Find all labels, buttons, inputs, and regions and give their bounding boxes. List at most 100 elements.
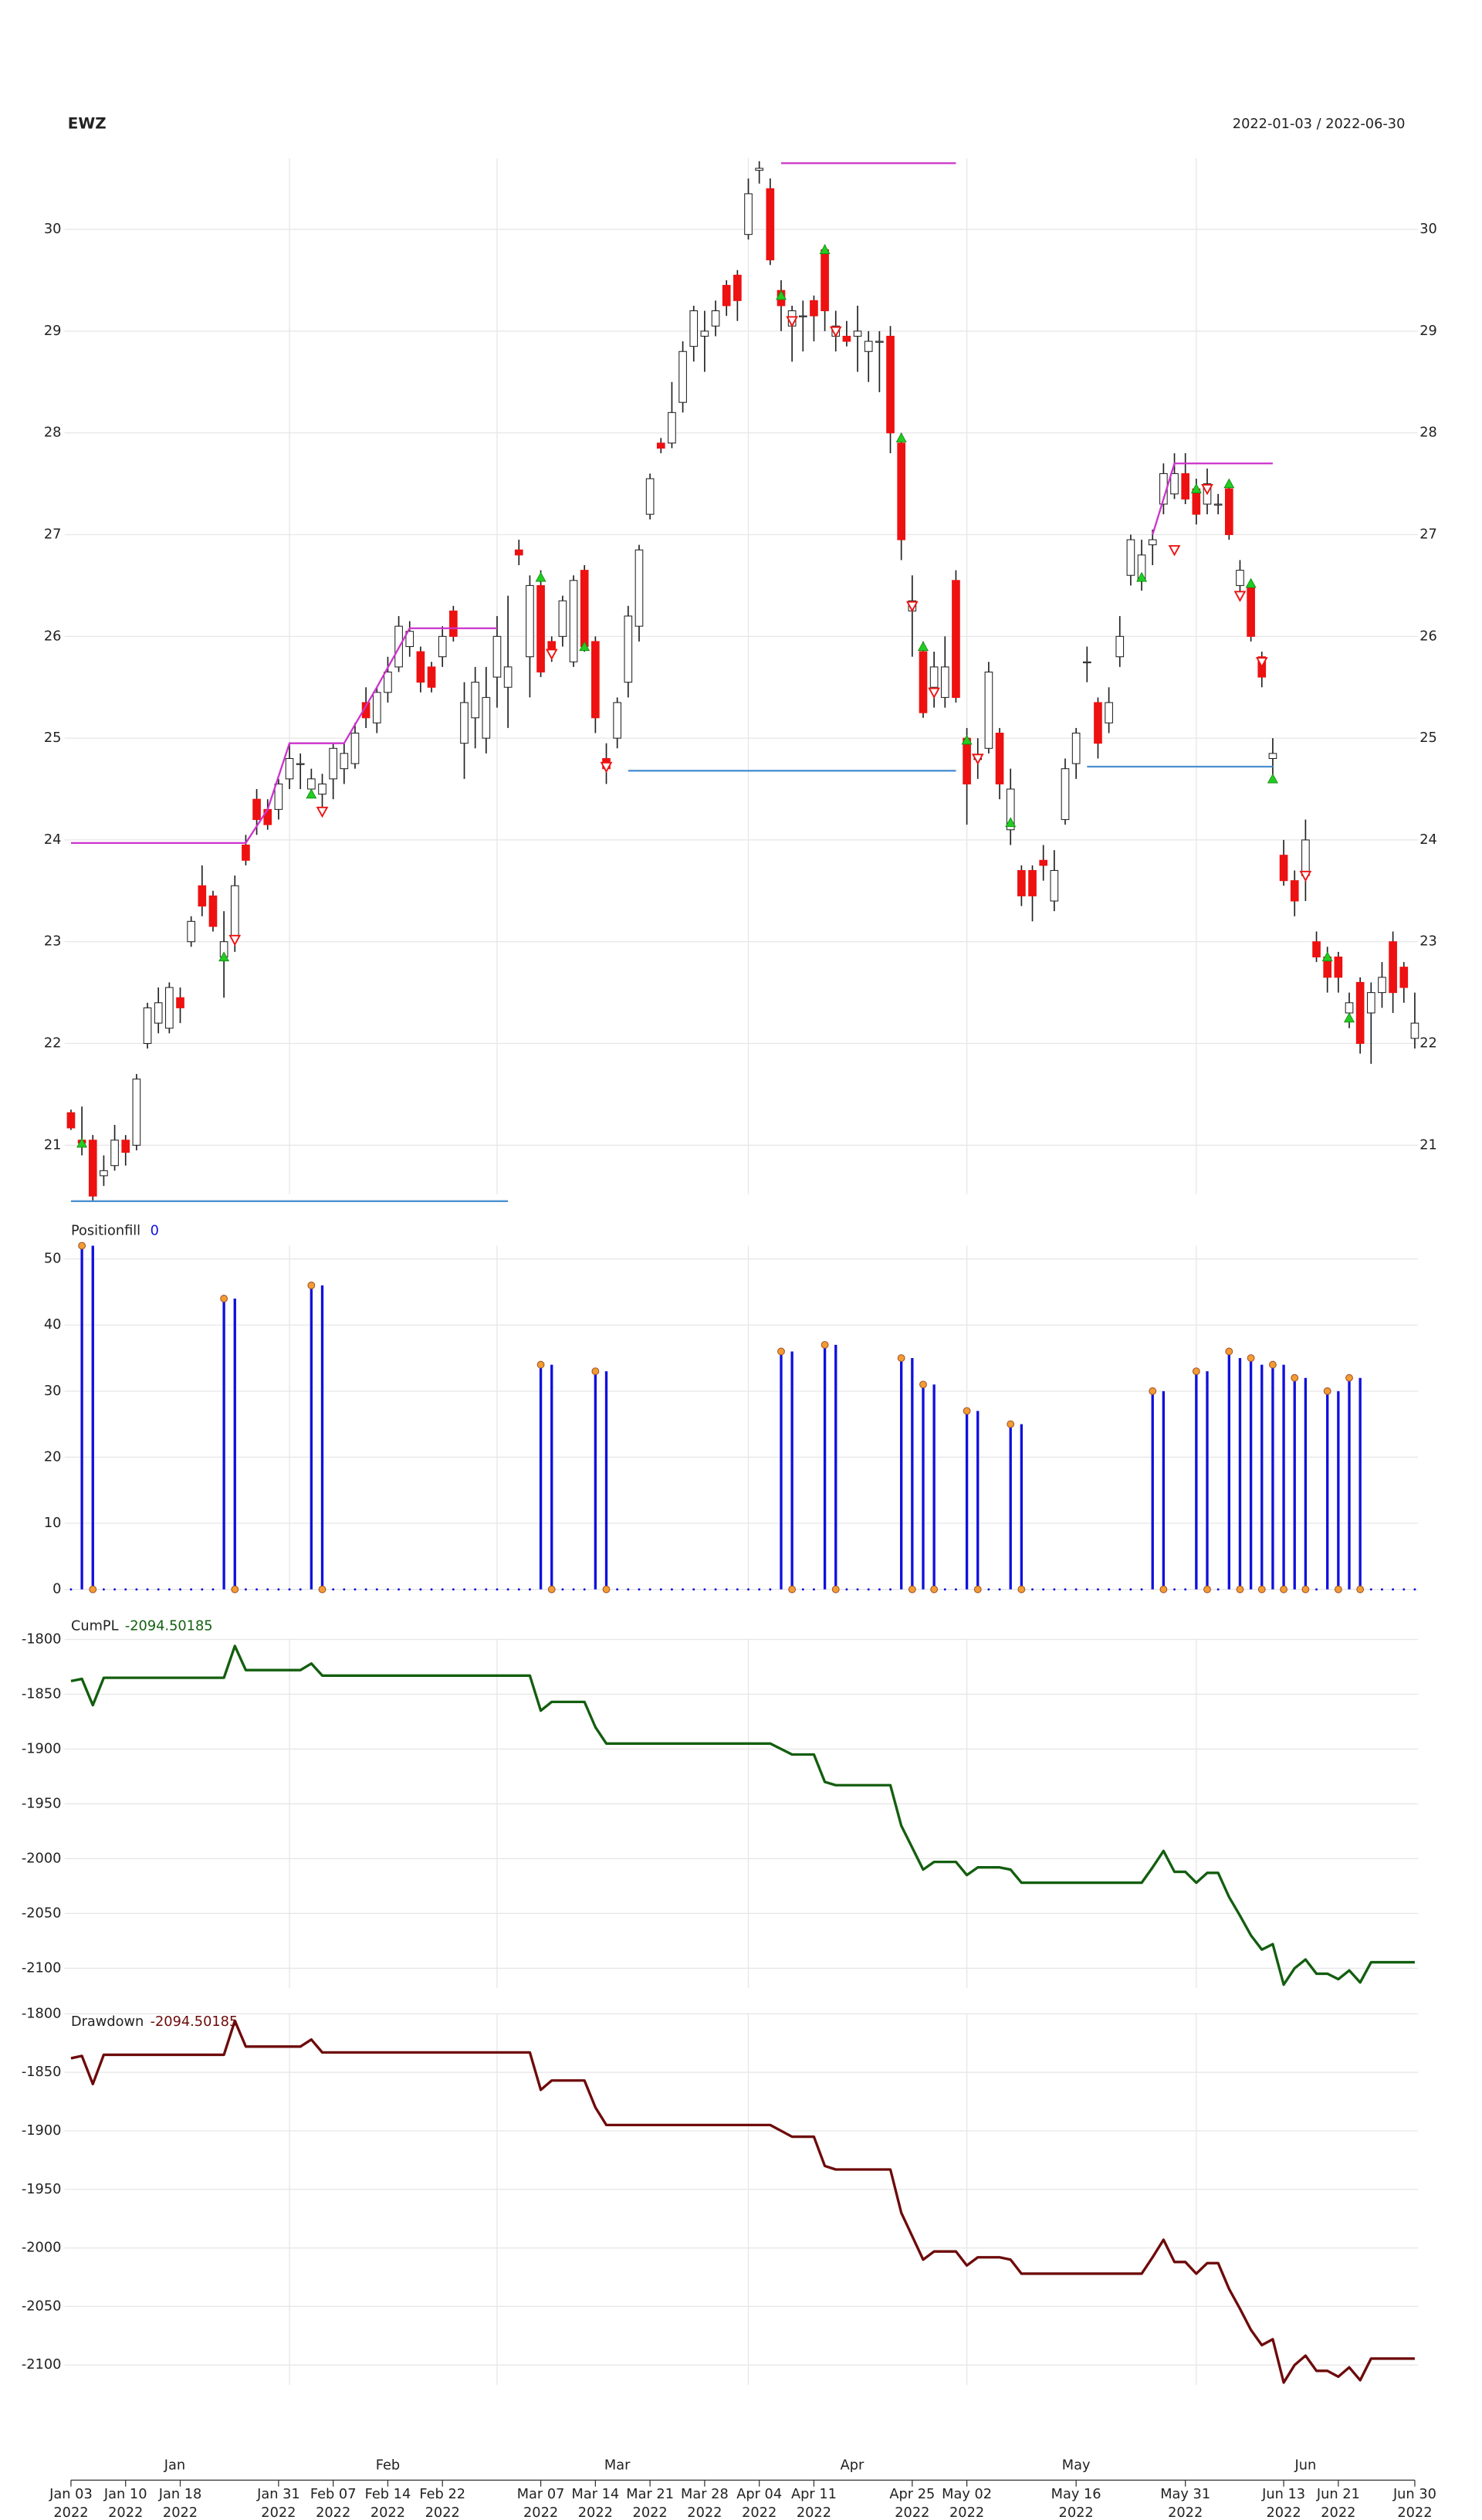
candle-body [678, 351, 687, 403]
candle-body [405, 631, 414, 648]
candle-body [668, 412, 676, 444]
candle-body [110, 1140, 119, 1167]
bar-zero [583, 1588, 586, 1591]
x-tick-label: Feb 07 2022 [310, 2487, 357, 2520]
x-tick-label: May 02 2022 [942, 2487, 992, 2520]
x-tick-label-line: 2022 [895, 2505, 929, 2520]
bar-zero [288, 1588, 291, 1591]
fill-marker [307, 1281, 316, 1289]
bar-zero [419, 1588, 422, 1591]
candle-body [165, 987, 174, 1029]
sell-signal [600, 761, 613, 774]
y-tick-label: 24 [44, 832, 62, 848]
x-tick-label-line: Jan 10 [103, 2487, 147, 2502]
month-label: Jan [164, 2458, 185, 2474]
candle-body [514, 549, 523, 556]
bar-zero [157, 1588, 160, 1591]
y-tick-label: 10 [44, 1516, 62, 1531]
candle-body [471, 682, 479, 719]
candle-body [1213, 503, 1223, 506]
x-tick-label: Jun 30 2022 [1392, 2487, 1436, 2520]
candle-body [798, 315, 807, 317]
bar-zero [1184, 1588, 1187, 1591]
overlay-line [1152, 462, 1273, 535]
candle-body [766, 188, 775, 261]
x-tick-label-line: 2022 [108, 2505, 143, 2520]
fill-marker [536, 1360, 545, 1369]
fill-marker [831, 1585, 840, 1594]
candle-body [1148, 539, 1157, 546]
y-tick-label: 40 [44, 1317, 62, 1333]
panel-name: Positionfill [71, 1224, 140, 1239]
bar-zero [1074, 1588, 1078, 1591]
candle-body [755, 168, 764, 171]
bar-zero [769, 1588, 772, 1591]
candle-body [384, 671, 392, 693]
bar-zero [845, 1588, 848, 1591]
x-tick-label-line: 2022 [797, 2505, 831, 2520]
bar-zero [725, 1588, 728, 1591]
candle-body [929, 666, 939, 688]
fill-marker [821, 1340, 829, 1349]
fill-marker [963, 1407, 971, 1415]
bar-zero [277, 1588, 280, 1591]
fill-marker [318, 1585, 327, 1594]
y-tick-label: 30 [44, 1384, 62, 1399]
y-tick-label: 27 [44, 527, 62, 543]
bar-zero [1108, 1588, 1111, 1591]
x-tick-label: Mar 21 2022 [626, 2487, 674, 2520]
bar-zero [659, 1588, 662, 1591]
candle-body [700, 330, 709, 337]
fill-marker [1159, 1585, 1168, 1594]
fill-marker [1192, 1367, 1200, 1376]
candle-body [940, 666, 949, 698]
buy-signal [579, 641, 590, 652]
buy-signal [76, 1137, 88, 1148]
x-tick-label-line: Jun 30 [1392, 2487, 1436, 2502]
x-tick-label-line: 2022 [370, 2505, 405, 2520]
candle-body [100, 1170, 108, 1177]
sell-signal [1299, 870, 1312, 882]
fill-marker [788, 1585, 797, 1594]
sell-signal [905, 601, 919, 613]
bar-zero [747, 1588, 749, 1591]
y-tick-label: 25 [44, 730, 62, 746]
y-tick-label: -1950 [22, 2182, 62, 2197]
y-tick-label: 30 [44, 222, 62, 237]
candle-body [329, 747, 337, 780]
candle-body [821, 249, 829, 312]
candle-body [1071, 733, 1081, 764]
candle-body [416, 651, 425, 683]
candle-body [1345, 1002, 1354, 1014]
bar-zero [485, 1588, 488, 1591]
month-label: Mar [604, 2458, 631, 2474]
y-tick-label: -1800 [22, 1631, 62, 1647]
sell-signal [1233, 591, 1247, 602]
bar-zero [878, 1588, 881, 1591]
candle-body [1389, 941, 1397, 994]
x-tick-label-line: Mar 14 [572, 2487, 620, 2502]
y-tick-label: -2100 [22, 2357, 62, 2373]
bar-zero [201, 1588, 204, 1591]
candle-body [285, 757, 294, 780]
bar-zero [856, 1588, 859, 1591]
bar-zero [190, 1588, 193, 1591]
fill-marker [78, 1241, 86, 1250]
chart-title: EWZ [68, 114, 107, 132]
fill-marker [919, 1380, 927, 1389]
y-tick-label: 21 [44, 1137, 62, 1153]
x-tick-label: May 31 2022 [1160, 2487, 1210, 2520]
y-tick-label-right: 28 [1419, 425, 1437, 441]
sell-signal [1201, 484, 1213, 496]
bar-zero [528, 1588, 531, 1591]
bar-zero [244, 1588, 247, 1591]
candle-body [1334, 956, 1343, 978]
candle-body [318, 783, 327, 795]
bar-zero [987, 1588, 990, 1591]
bar-zero [1402, 1588, 1406, 1591]
bar-zero [332, 1588, 335, 1591]
bar-zero [1096, 1588, 1099, 1591]
candle-body [263, 808, 272, 825]
fill-marker [1301, 1585, 1310, 1594]
bar-zero [758, 1588, 761, 1591]
